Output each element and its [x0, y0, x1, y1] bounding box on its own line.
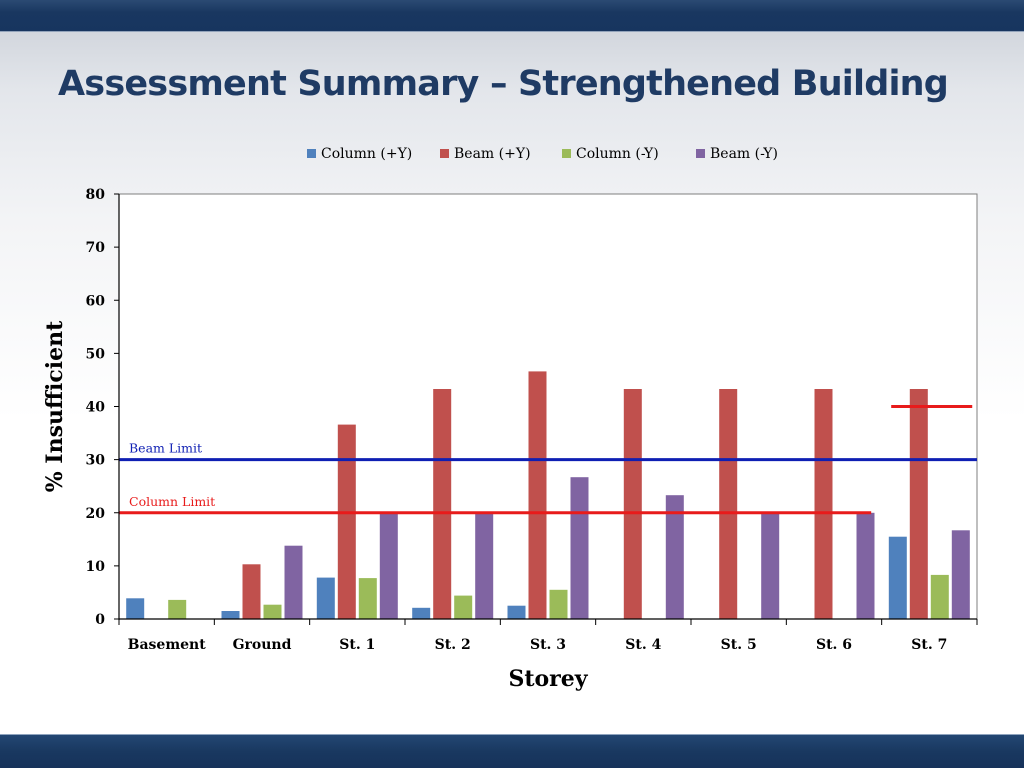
bar — [665, 495, 684, 619]
x-tick-label: St. 7 — [911, 637, 947, 653]
plot-area — [118, 193, 978, 620]
bar — [433, 389, 452, 619]
legend-label: Beam (-Y) — [710, 146, 778, 162]
chart-legend: Column (+Y) Beam (+Y) Column (-Y) Beam (-Y) — [307, 146, 778, 162]
x-tick-label: St. 2 — [435, 637, 471, 653]
bar — [507, 605, 526, 619]
bar — [221, 611, 240, 619]
bar-group — [126, 371, 970, 620]
bar — [263, 604, 282, 619]
bar — [909, 389, 928, 619]
bar — [337, 424, 356, 619]
legend-swatch — [562, 149, 571, 158]
y-tick-label: 10 — [86, 559, 106, 575]
bar — [856, 512, 875, 620]
x-tick-label: Ground — [233, 637, 292, 653]
bar — [475, 512, 494, 620]
x-tick-label: St. 5 — [721, 637, 757, 653]
x-tick-label: St. 3 — [530, 637, 566, 653]
bar — [719, 389, 738, 619]
y-tick-label: 60 — [86, 293, 106, 309]
slide-bottom-bar — [0, 734, 1024, 768]
legend-swatch — [696, 149, 705, 158]
bar — [623, 389, 642, 619]
x-tick-label: Basement — [128, 637, 207, 653]
bar — [888, 536, 907, 619]
y-tick-label: 70 — [86, 240, 106, 256]
slide-top-bar — [0, 0, 1024, 32]
bar — [930, 574, 949, 619]
limit-line-label: Beam Limit — [129, 441, 202, 456]
legend-swatch — [307, 149, 316, 158]
y-axis-label: % Insufficient — [42, 320, 68, 492]
legend-label: Beam (+Y) — [454, 146, 531, 162]
bar — [570, 477, 589, 619]
slide-title: Assessment Summary – Strengthened Buildi… — [58, 64, 949, 104]
y-tick-label: 0 — [95, 612, 105, 628]
legend-label: Column (-Y) — [576, 146, 659, 162]
bar — [242, 564, 261, 619]
bar — [528, 371, 547, 619]
bar — [284, 545, 303, 619]
bar — [761, 512, 780, 620]
bar — [412, 607, 431, 619]
legend-label: Column (+Y) — [321, 146, 412, 162]
legend-swatch — [440, 149, 449, 158]
x-tick-label: St. 1 — [339, 637, 375, 653]
chart-axes: 0 10 20 30 40 50 60 70 80 Basement Ground St. 1 St. … — [86, 187, 978, 653]
x-axis-label: Storey — [508, 666, 588, 692]
bar — [379, 512, 398, 620]
x-tick-label: St. 4 — [625, 637, 661, 653]
bar — [549, 589, 568, 619]
y-tick-label: 40 — [86, 400, 106, 416]
y-tick-label: 30 — [86, 453, 106, 469]
y-tick-label: 20 — [86, 506, 106, 522]
bar — [168, 599, 187, 619]
y-tick-label: 80 — [86, 187, 106, 203]
bar — [814, 389, 833, 619]
limit-line-label: Column Limit — [129, 494, 215, 509]
bar — [126, 598, 145, 619]
bar — [951, 530, 970, 619]
limit-lines: Beam Limit Column Limit — [119, 405, 977, 515]
bar — [454, 595, 473, 619]
y-tick-label: 50 — [86, 346, 106, 362]
bar — [358, 578, 377, 619]
bar — [316, 577, 335, 619]
x-tick-label: St. 6 — [816, 637, 852, 653]
